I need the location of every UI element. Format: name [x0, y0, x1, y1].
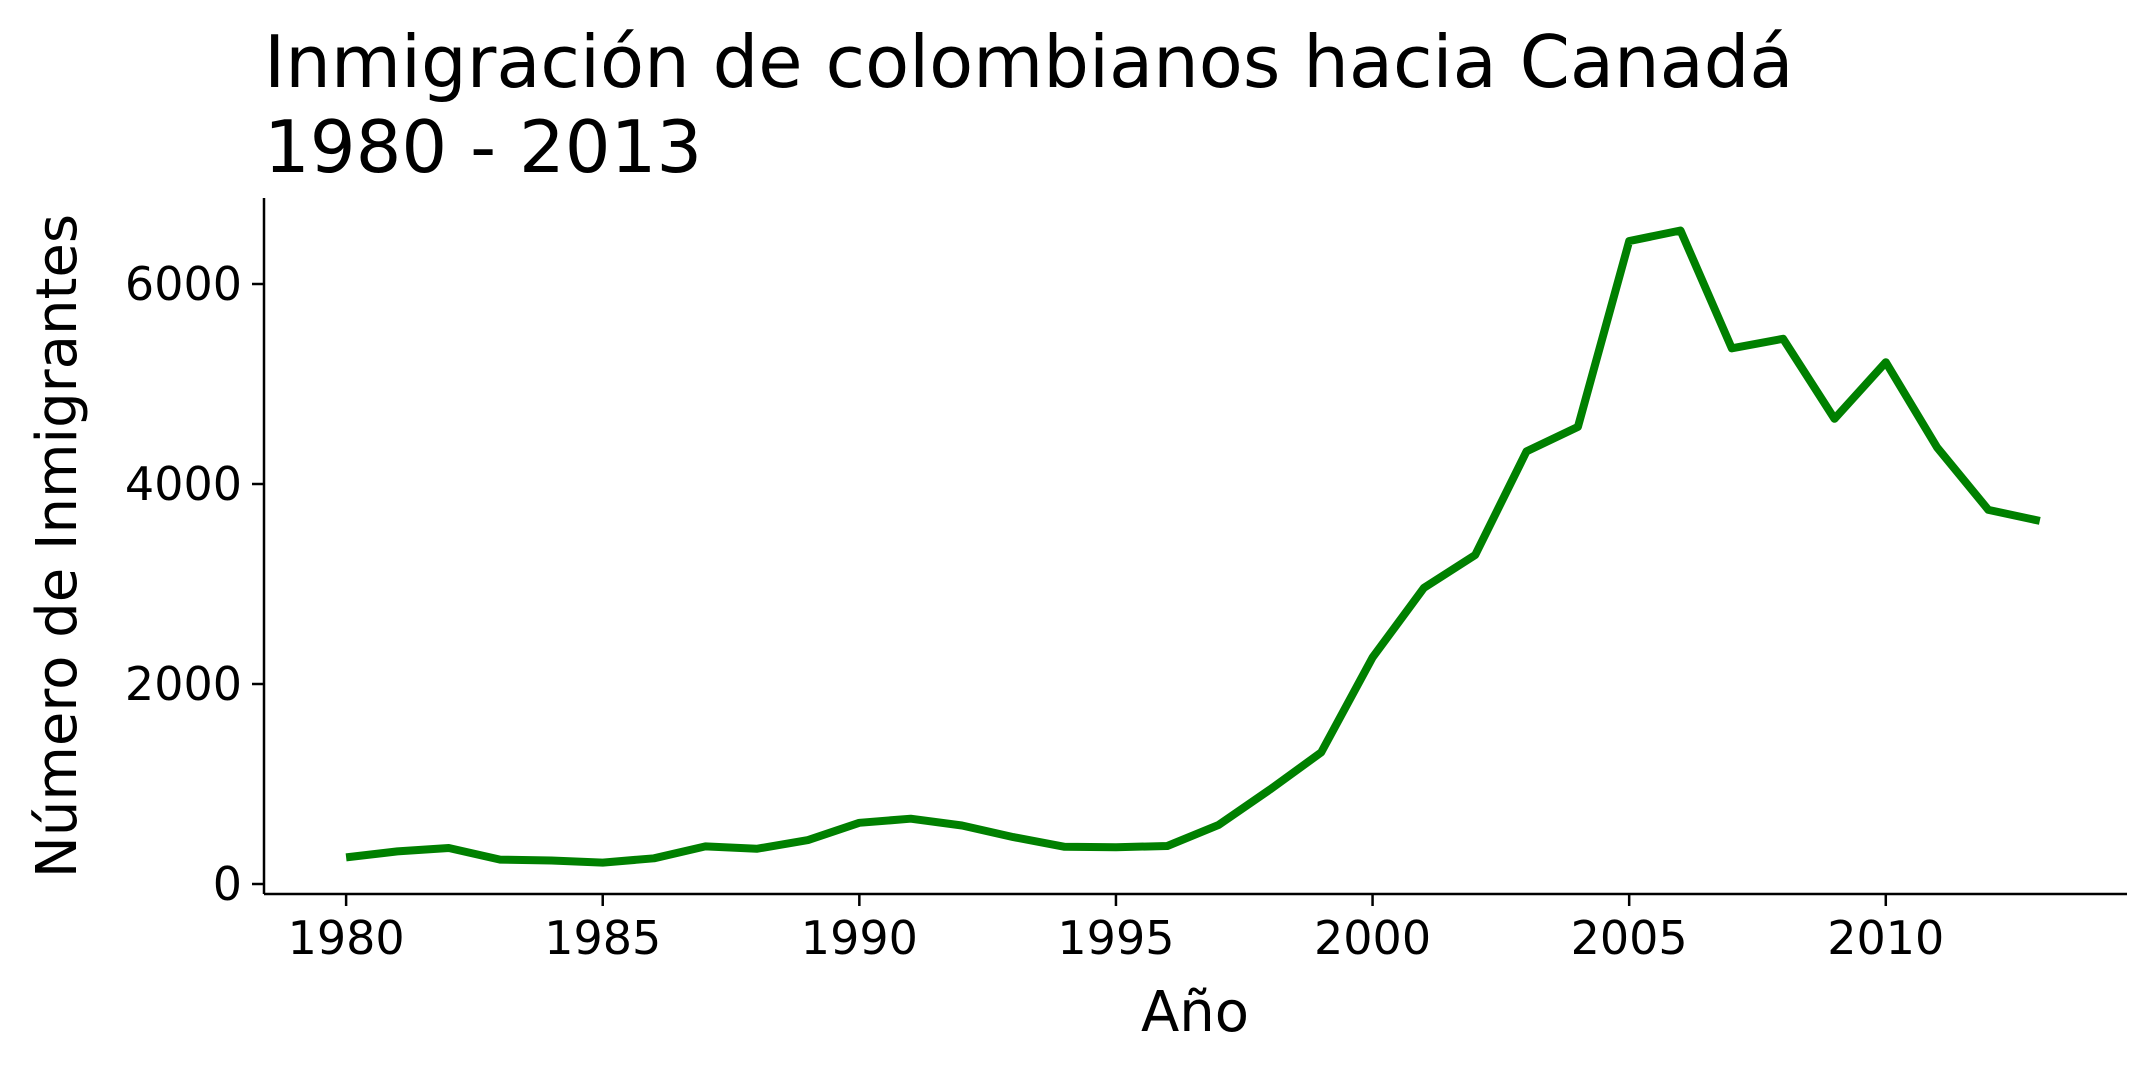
- x-tick-label: 1985: [544, 911, 661, 965]
- y-axis-ticks: 0 2000 4000 6000: [125, 257, 264, 911]
- x-axis-label: Año: [1141, 980, 1249, 1045]
- y-tick-label: 2000: [125, 657, 242, 711]
- chart-title-line-1: Inmigración de colombianos hacia Canadá: [264, 20, 1794, 104]
- y-tick-label: 4000: [125, 457, 242, 511]
- x-tick-label: 2005: [1571, 911, 1688, 965]
- x-tick-label: 2010: [1827, 911, 1944, 965]
- x-tick-label: 1995: [1057, 911, 1174, 965]
- y-tick-label: 6000: [125, 257, 242, 311]
- series-line: [345, 226, 2041, 867]
- x-tick-label: 2000: [1314, 911, 1431, 965]
- x-tick-label: 1990: [801, 911, 918, 965]
- series-points: [346, 230, 2040, 863]
- x-axis-ticks: 1980 1985 1990 1995 2000 2005 2010: [288, 894, 1944, 965]
- y-tick-label: 0: [213, 857, 242, 911]
- chart-title-line-2: 1980 - 2013: [264, 105, 702, 189]
- x-tick-label: 1980: [288, 911, 405, 965]
- y-axis-label: Número de Inmigrantes: [25, 214, 90, 878]
